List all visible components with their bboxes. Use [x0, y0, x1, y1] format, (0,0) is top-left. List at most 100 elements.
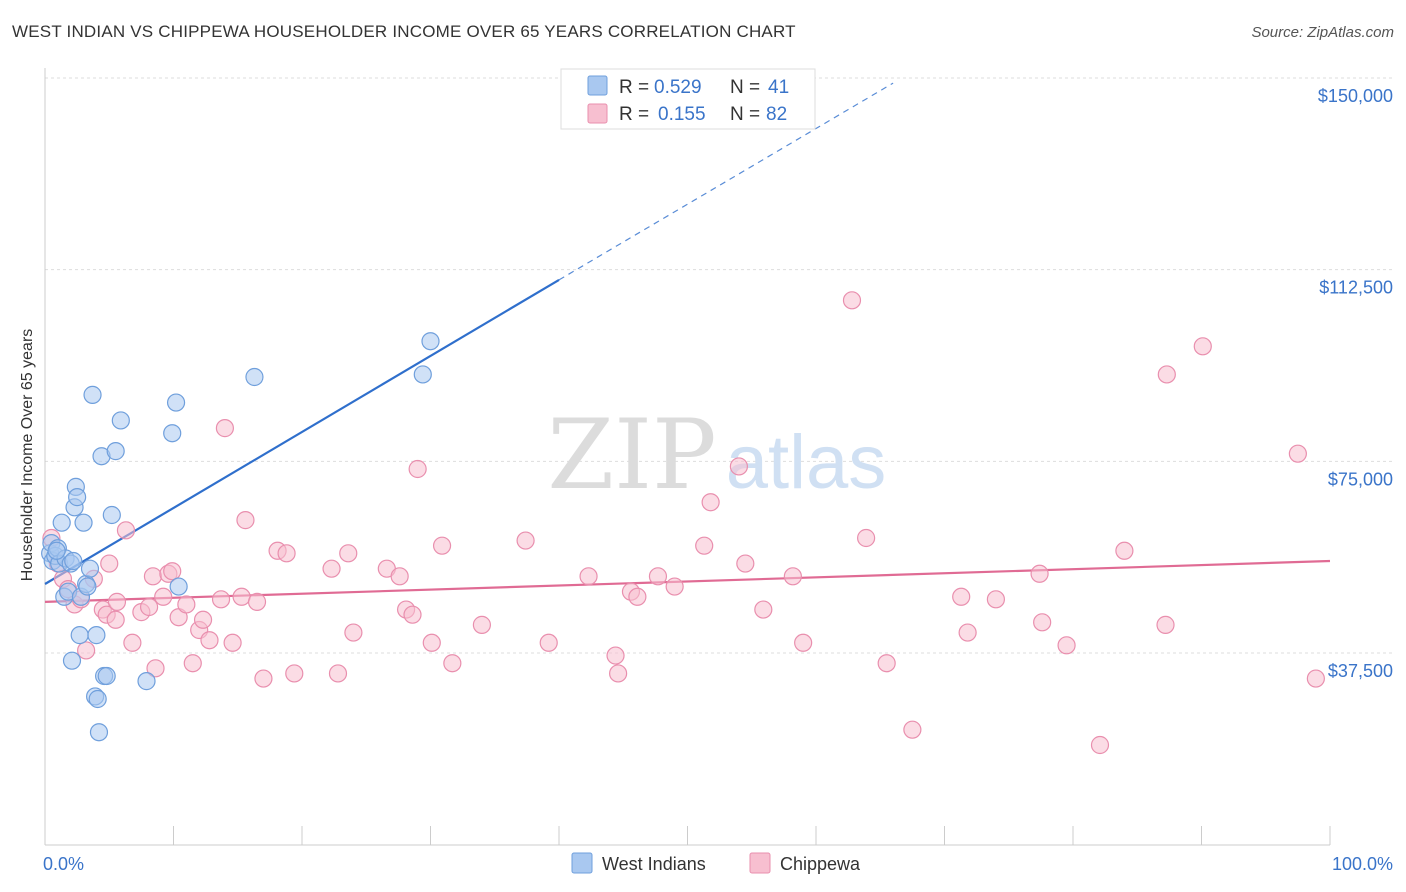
- point-chippewa: [648, 567, 668, 586]
- point-chippewa: [857, 528, 876, 548]
- point-chippewa: [100, 554, 119, 573]
- x-tick-label: 100.0%: [1332, 854, 1393, 874]
- stats-legend: R = 0.529 N = 41 R = 0.155 N = 82: [560, 68, 816, 130]
- point-chippewa: [842, 291, 862, 310]
- point-west-indians: [137, 672, 156, 691]
- legend-label-chippewa: Chippewa: [780, 854, 861, 874]
- point-chippewa: [1288, 444, 1307, 463]
- point-chippewa: [609, 664, 628, 683]
- point-chippewa: [344, 623, 363, 642]
- data-points: [41, 291, 1325, 755]
- point-chippewa: [1306, 669, 1325, 688]
- point-west-indians: [421, 332, 440, 351]
- point-west-indians: [52, 513, 71, 532]
- point-chippewa: [285, 664, 304, 683]
- point-chippewa: [877, 654, 896, 673]
- point-chippewa: [736, 554, 755, 573]
- point-chippewa: [665, 577, 684, 596]
- point-chippewa: [443, 654, 462, 673]
- point-chippewa: [606, 646, 625, 665]
- stats-n-label-1: N =: [730, 77, 760, 98]
- point-chippewa: [236, 511, 255, 530]
- point-chippewa: [139, 597, 159, 617]
- point-chippewa: [794, 633, 813, 652]
- point-chippewa: [77, 641, 96, 660]
- axes: [44, 68, 1331, 846]
- point-chippewa: [277, 544, 296, 563]
- watermark: ZIP atlas: [547, 399, 886, 511]
- point-chippewa: [1057, 636, 1076, 655]
- point-chippewa: [390, 567, 409, 586]
- point-chippewa: [958, 623, 977, 642]
- point-chippewa: [232, 587, 251, 606]
- tick-labels: $37,500 $75,000 $112,500 $150,000 0.0% 100.0%: [43, 86, 1393, 874]
- point-chippewa: [952, 587, 971, 606]
- point-chippewa: [177, 595, 196, 614]
- point-chippewa: [116, 521, 136, 540]
- point-chippewa: [1115, 541, 1134, 560]
- point-chippewa: [254, 669, 273, 688]
- point-chippewa: [154, 587, 173, 606]
- point-chippewa: [339, 544, 358, 563]
- point-west-indians: [111, 411, 130, 430]
- point-chippewa: [123, 633, 142, 652]
- point-chippewa: [107, 592, 127, 611]
- point-chippewa: [701, 493, 720, 512]
- point-chippewa: [1157, 365, 1176, 384]
- watermark-atlas: atlas: [726, 420, 887, 505]
- point-chippewa: [754, 600, 773, 619]
- point-chippewa: [211, 590, 231, 609]
- point-west-indians: [47, 541, 66, 560]
- point-west-indians: [169, 577, 188, 596]
- point-chippewa: [215, 419, 234, 438]
- series-legend: West Indians Chippewa: [571, 852, 861, 874]
- point-west-indians: [78, 577, 97, 596]
- point-west-indians: [80, 559, 100, 578]
- point-chippewa: [432, 536, 452, 555]
- point-west-indians: [87, 626, 106, 645]
- point-chippewa: [539, 633, 558, 652]
- point-west-indians: [89, 723, 109, 742]
- point-west-indians: [106, 442, 125, 461]
- point-chippewa: [146, 659, 165, 678]
- stats-legend-swatch-pink: [587, 103, 608, 124]
- stats-n-value-2: 82: [766, 104, 787, 125]
- chart-source: Source: ZipAtlas.com: [1251, 24, 1394, 41]
- watermark-zip: ZIP: [547, 399, 716, 511]
- point-west-indians: [68, 488, 87, 507]
- point-chippewa: [408, 459, 427, 479]
- legend-swatch-chippewa: [749, 852, 771, 874]
- point-west-indians: [83, 385, 102, 404]
- point-chippewa: [193, 610, 213, 629]
- point-chippewa: [247, 592, 267, 611]
- point-chippewa: [579, 567, 598, 586]
- point-west-indians: [97, 666, 116, 686]
- x-tick-label: 0.0%: [43, 854, 84, 874]
- point-chippewa: [516, 531, 535, 550]
- point-chippewa: [1090, 735, 1110, 755]
- stats-n-label-2: N =: [730, 104, 760, 125]
- point-chippewa: [163, 562, 182, 581]
- stats-r-value-1: 0.529: [654, 77, 702, 98]
- point-chippewa: [422, 633, 441, 652]
- y-tick-label: $150,000: [1318, 86, 1393, 106]
- stats-r-label-2: R =: [619, 104, 649, 125]
- legend-swatch-west-indians: [571, 852, 593, 874]
- y-tick-label: $37,500: [1328, 661, 1393, 681]
- point-chippewa: [1033, 613, 1052, 632]
- trend-line-west-indians-extension: [558, 82, 894, 281]
- point-chippewa: [1193, 337, 1212, 356]
- stats-r-label-1: R =: [619, 77, 649, 98]
- stats-legend-swatch-blue: [587, 75, 608, 96]
- point-chippewa: [1156, 615, 1175, 634]
- point-west-indians: [70, 626, 89, 645]
- chart-title: WEST INDIAN VS CHIPPEWA HOUSEHOLDER INCO…: [12, 22, 796, 41]
- point-chippewa: [1030, 564, 1049, 583]
- point-chippewa: [903, 720, 922, 739]
- gridlines: [45, 77, 1395, 654]
- point-west-indians: [166, 393, 186, 412]
- point-chippewa: [986, 590, 1006, 609]
- point-chippewa: [183, 654, 202, 673]
- point-west-indians: [64, 551, 83, 571]
- y-tick-label: $75,000: [1328, 469, 1393, 489]
